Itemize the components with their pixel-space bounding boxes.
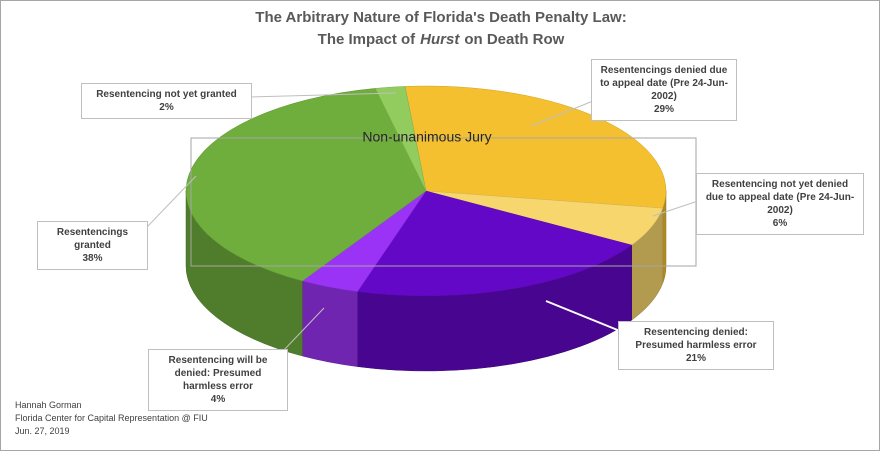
slice (356, 190, 633, 297)
leader-line (282, 307, 325, 352)
leader-line (652, 200, 699, 217)
value-label: 21% (685, 353, 706, 364)
slice (185, 88, 427, 282)
category-label: Resentencing will be denied: Presumed ha… (168, 355, 268, 392)
value-label: 6% (772, 218, 788, 229)
data-label: Resentencing will be denied: Presumed ha… (148, 349, 288, 411)
data-label: Resentencings granted 38% (37, 221, 148, 270)
slice (374, 86, 427, 192)
data-label: Resentencing not yet denied due to appea… (696, 173, 864, 235)
category-label: Resentencing not yet granted (96, 89, 237, 100)
chart-title: The Arbitrary Nature of Florida's Death … (255, 9, 626, 26)
subtitle-emphasis: Hurst (420, 31, 460, 48)
annotation: Non-unanimous Jury (362, 129, 491, 145)
slice-side (302, 280, 358, 367)
value-label: 38% (82, 253, 103, 264)
chart-subtitle: The Impact of Hurst on Death Row (318, 31, 565, 48)
value-label: 29% (653, 104, 674, 115)
category-label: Resentencing not yet denied due to appea… (705, 179, 855, 216)
leader-line (250, 92, 397, 98)
category-label: Resentencings denied due to appeal date … (600, 65, 728, 102)
subtitle-text: on Death Row (464, 31, 564, 48)
category-label: Resentencing denied: Presumed harmless e… (635, 327, 757, 351)
credit-line: Hannah Gorman (15, 400, 82, 410)
credit-line: Jun. 27, 2019 (15, 426, 70, 436)
data-label: Resentencings denied due to appeal date … (591, 59, 737, 121)
data-label: Resentencing not yet granted 2% (81, 83, 252, 119)
credit-line: Florida Center for Capital Representatio… (15, 413, 208, 423)
leader-line (146, 175, 197, 228)
leader-line (545, 300, 621, 332)
subtitle-text: The Impact of (318, 31, 417, 48)
value-label: 2% (159, 102, 174, 113)
data-label: Resentencing denied: Presumed harmless e… (618, 321, 774, 370)
value-label: 4% (210, 394, 226, 405)
category-label: Resentencings granted (56, 227, 129, 251)
leader-line (530, 100, 594, 127)
